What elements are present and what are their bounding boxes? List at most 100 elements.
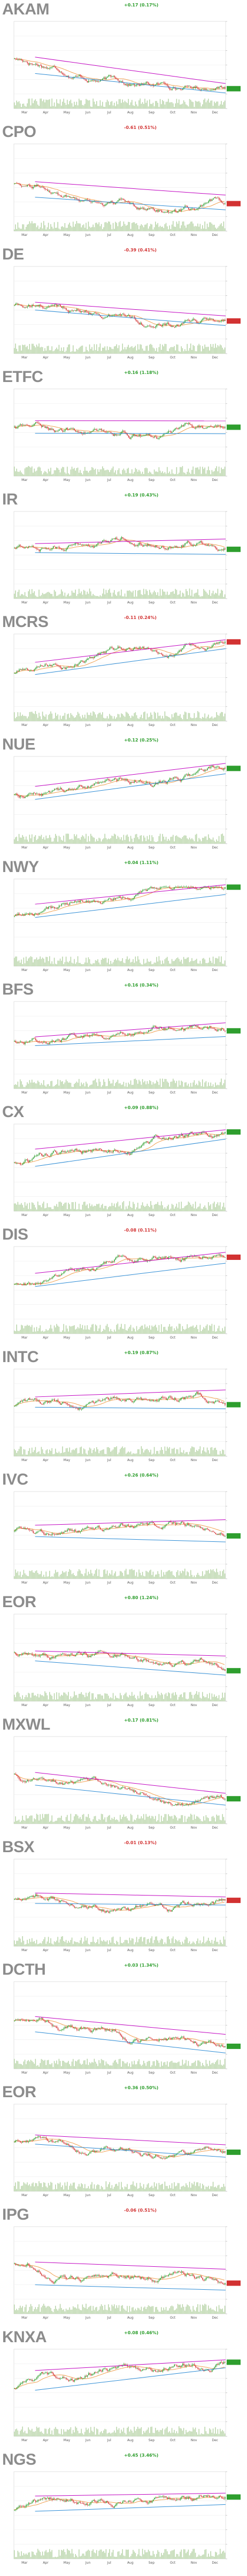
volume-bar <box>35 471 36 476</box>
volume-bar <box>181 718 182 721</box>
candle-body <box>182 546 183 547</box>
volume-bar <box>213 472 214 476</box>
volume-bar <box>209 350 210 354</box>
volume-bar <box>145 103 146 109</box>
candle-body <box>121 315 122 316</box>
candle-body <box>211 318 212 319</box>
volume-bar <box>108 221 109 231</box>
volume-bar <box>206 963 207 966</box>
candle-body <box>88 545 89 546</box>
candle-body <box>133 898 134 899</box>
volume-bar <box>74 959 75 966</box>
volume-bar <box>27 839 28 844</box>
volume-bar <box>169 348 170 354</box>
volume-bar <box>14 839 15 844</box>
candle-body <box>132 782 133 783</box>
candle-body <box>90 786 91 788</box>
candle-body <box>106 651 107 653</box>
volume-bar <box>24 595 25 599</box>
volume-bar <box>28 349 29 354</box>
volume-bar <box>18 712 19 721</box>
volume-bar <box>215 343 216 354</box>
volume-bar <box>88 221 89 231</box>
volume-bar <box>83 717 84 721</box>
candle-body <box>51 193 52 194</box>
volume-bar <box>214 348 215 354</box>
volume-bar <box>74 102 75 109</box>
volume-bar <box>108 102 109 109</box>
volume-bar <box>196 717 197 721</box>
volume-bar <box>132 100 133 109</box>
price-change-label: -0.39 (0.41%) <box>124 248 157 253</box>
volume-bar <box>37 347 38 354</box>
x-tick-label: Nov <box>191 846 197 850</box>
candle-body <box>105 78 106 79</box>
volume-bar <box>71 1083 72 1089</box>
volume-bar <box>15 105 16 109</box>
volume-bar <box>61 106 62 109</box>
volume-bar <box>132 346 133 354</box>
candle-body <box>190 775 191 776</box>
candle-body <box>132 543 133 544</box>
volume-bar <box>140 344 141 354</box>
candle-body <box>20 1042 21 1043</box>
candle-body <box>76 309 78 311</box>
candle-body <box>173 777 174 779</box>
candle-body <box>152 1028 153 1030</box>
candle-body <box>225 87 226 89</box>
volume-bar <box>88 351 89 354</box>
chart-panel: Mar Apr May Jun Jul Aug Sep Oct Nov Dec NWY +0.04 (… <box>0 858 247 980</box>
x-tick-label: Jun <box>85 846 91 850</box>
candle-body <box>67 547 68 549</box>
candle-body <box>189 887 190 888</box>
volume-bar <box>197 1086 198 1089</box>
volume-bar <box>65 1082 66 1089</box>
candle-body <box>108 779 109 780</box>
candle-body <box>141 436 142 437</box>
candle-body <box>179 887 180 888</box>
candle-body <box>51 1042 52 1043</box>
volume-bar <box>213 344 214 354</box>
volume-bar <box>112 597 113 599</box>
candle-body <box>190 86 191 88</box>
candle-body <box>176 428 177 429</box>
price-change-label: +0.12 (0.25%) <box>124 738 158 743</box>
volume-bar <box>119 222 120 231</box>
volume-bar <box>221 834 222 844</box>
volume-bar <box>24 475 25 476</box>
x-tick-label: Apr <box>43 356 49 360</box>
volume-bar <box>82 225 83 231</box>
candle-body <box>36 64 37 65</box>
candle-body <box>135 895 136 897</box>
candle-body <box>90 902 91 903</box>
candle-body <box>145 545 146 546</box>
candle-body <box>122 314 124 315</box>
candle-body <box>102 652 103 653</box>
candle-body <box>94 1034 95 1035</box>
volume-bar <box>222 469 223 476</box>
candle-body <box>92 901 93 902</box>
candle-body <box>47 189 48 191</box>
volume-bar <box>40 957 41 966</box>
candle-body <box>22 306 24 307</box>
volume-bar <box>81 346 82 354</box>
candle-body <box>179 88 180 89</box>
volume-bar <box>34 346 35 354</box>
volume-bar <box>200 718 201 721</box>
volume-bar <box>80 100 81 109</box>
volume-bar <box>188 1084 189 1089</box>
candle-body <box>199 542 200 543</box>
candle-body <box>193 774 194 775</box>
volume-bar <box>40 716 41 721</box>
candle-body <box>225 548 226 549</box>
candle-body <box>88 1036 89 1037</box>
candle-body <box>63 430 64 431</box>
candle-body <box>37 305 38 307</box>
candle-body <box>177 778 179 779</box>
volume-bar <box>101 469 102 476</box>
candle-body <box>118 315 119 316</box>
volume-bar <box>98 713 99 721</box>
candle-body <box>218 425 219 426</box>
volume-bar <box>63 716 64 721</box>
volume-bar <box>86 99 87 109</box>
